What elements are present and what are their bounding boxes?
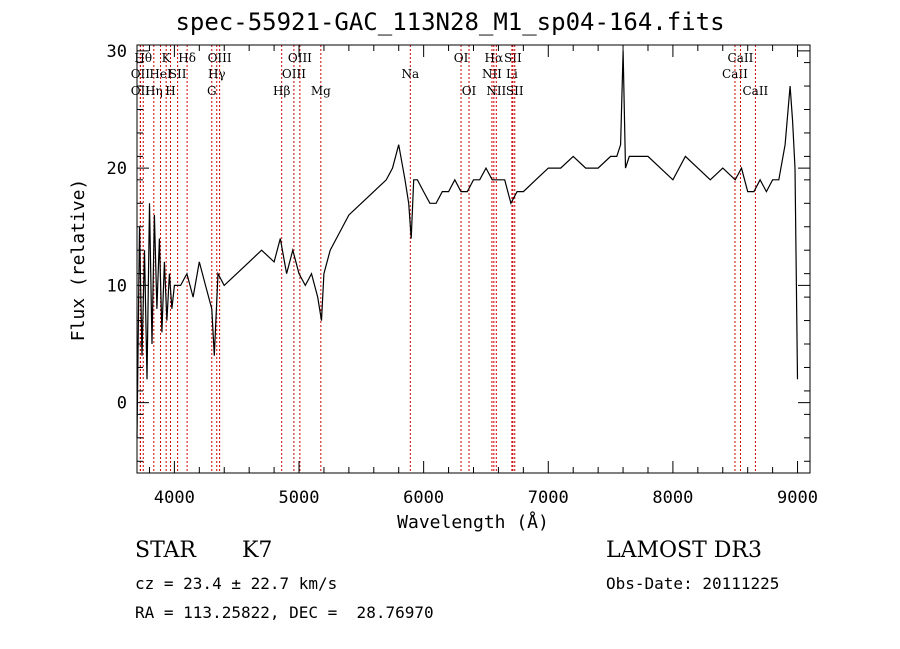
y-tick-label: 10 xyxy=(107,276,127,296)
coordinates: RA = 113.25822, DEC = 28.76970 xyxy=(135,603,434,622)
x-tick-label: 7000 xyxy=(528,488,569,508)
axes: 4000 5000 6000 7000 8000 9000 0 10 20 30 xyxy=(107,42,818,508)
x-axis-label: Wavelength (Å) xyxy=(397,511,549,533)
x-tick-label: 6000 xyxy=(403,488,444,508)
x-tick-label: 9000 xyxy=(777,488,818,508)
line-label: OIII xyxy=(282,67,306,81)
line-label: Mg xyxy=(311,84,331,98)
observation-date: Obs-Date: 20111225 xyxy=(606,574,780,593)
line-label: CaII xyxy=(728,51,754,65)
line-label: OII xyxy=(131,84,151,98)
y-tick-label: 0 xyxy=(117,394,127,414)
y-axis-label: Flux (relative) xyxy=(68,179,89,342)
y-tick-label: 30 xyxy=(107,42,127,62)
plot-frame xyxy=(136,44,811,474)
survey-name: LAMOST DR3 xyxy=(606,538,762,563)
line-label: Hγ xyxy=(208,67,226,81)
spectral-subclass: K7 xyxy=(242,538,273,563)
spectrum-line xyxy=(136,50,799,438)
line-label: Hδ xyxy=(178,51,196,65)
line-label: OIII xyxy=(288,51,312,65)
line-label: Hθ xyxy=(134,51,152,65)
line-label: OI xyxy=(462,84,477,98)
x-tick-label: 5000 xyxy=(279,488,320,508)
line-label: H xyxy=(165,84,175,98)
line-label: K xyxy=(162,51,172,65)
line-label: Na xyxy=(401,67,419,81)
line-label: Hβ xyxy=(273,84,290,98)
line-label: NII xyxy=(486,84,506,98)
x-tick-label: 8000 xyxy=(652,488,693,508)
emission-line-markers: HθOIIOIIHηHeIKHSIIHδGHγOIIIHβOIIIOIIIMgN… xyxy=(131,45,769,473)
y-tick-label: 20 xyxy=(107,159,127,179)
line-label: SII xyxy=(504,51,522,65)
line-label: NII xyxy=(482,67,502,81)
line-label: Hα xyxy=(485,51,504,65)
x-tick-label: 4000 xyxy=(154,488,195,508)
line-label: SII xyxy=(169,67,187,81)
line-label: OIII xyxy=(208,51,232,65)
redshift-value: cz = 23.4 ± 22.7 km/s xyxy=(135,574,338,593)
line-label: Li xyxy=(506,67,518,81)
chart-title: spec-55921-GAC_113N28_M1_sp04-164.fits xyxy=(175,8,725,36)
line-label: G xyxy=(207,84,217,98)
line-label: SII xyxy=(506,84,524,98)
line-label: OI xyxy=(454,51,469,65)
line-label: CaII xyxy=(722,67,748,81)
line-label: Hη xyxy=(145,84,163,98)
line-label: CaII xyxy=(742,84,768,98)
object-class: STAR xyxy=(135,538,196,563)
